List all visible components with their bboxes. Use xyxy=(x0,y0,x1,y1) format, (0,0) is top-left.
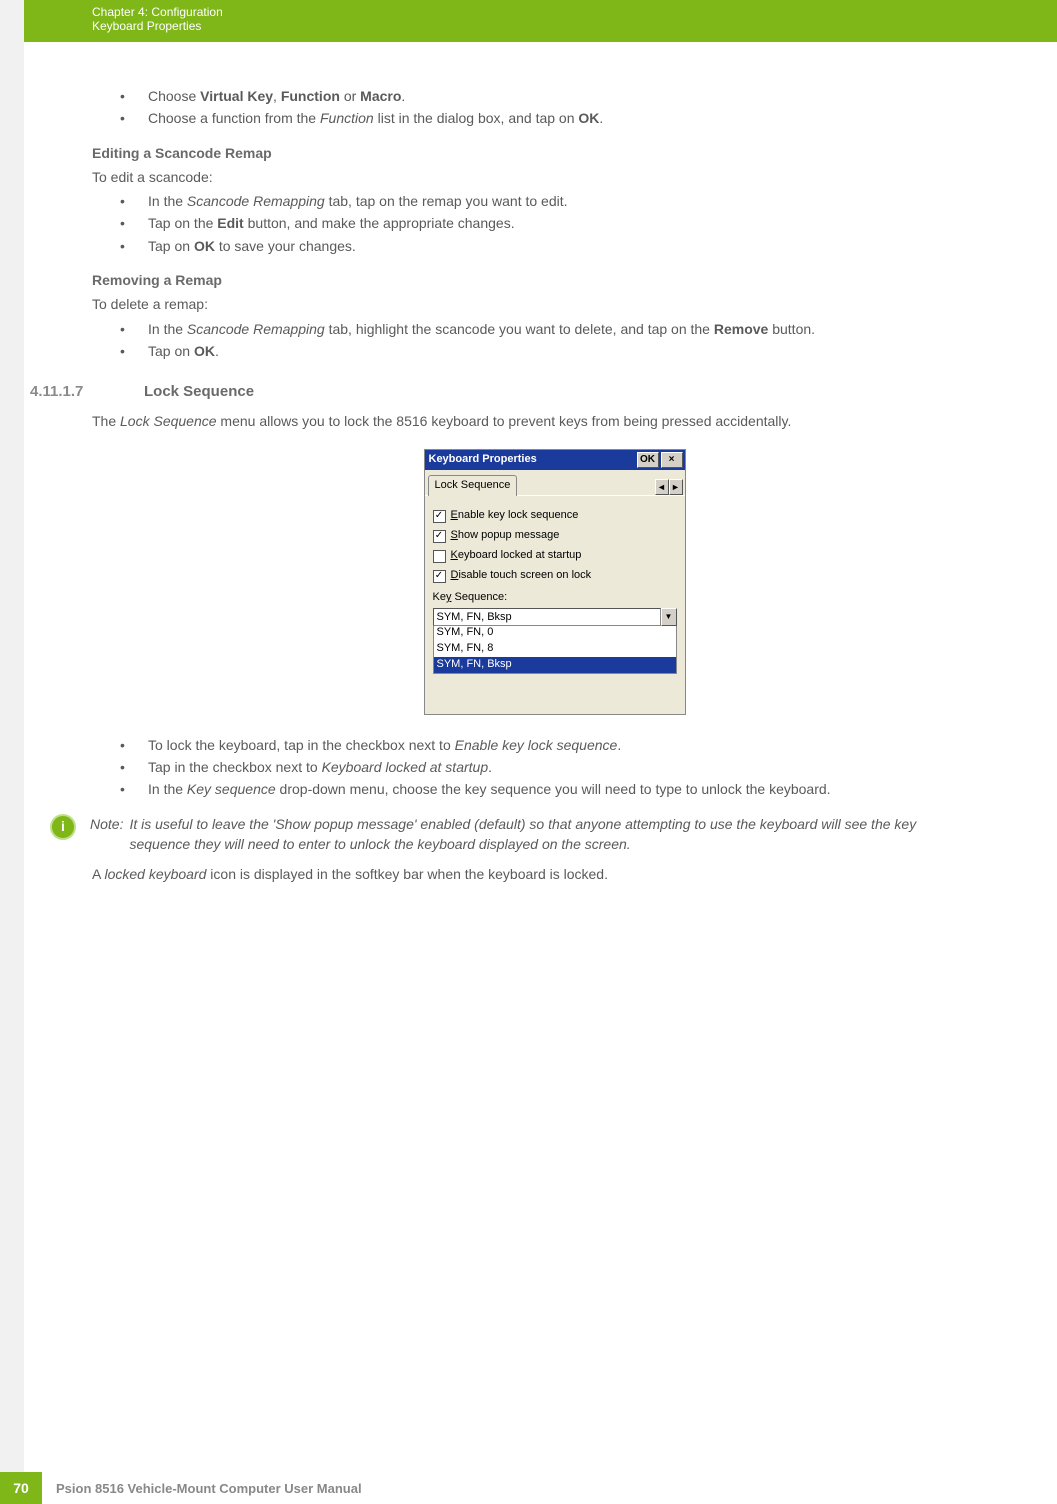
list-item: Tap on OK. xyxy=(120,341,1017,361)
note-block: i Note: It is useful to leave the 'Show … xyxy=(50,814,950,855)
editing-heading: Editing a Scancode Remap xyxy=(92,143,1017,163)
key-sequence-combo[interactable]: SYM, FN, Bksp ▼ xyxy=(433,608,677,626)
checkbox[interactable] xyxy=(433,550,446,563)
footer-title: Psion 8516 Vehicle-Mount Computer User M… xyxy=(56,1481,362,1496)
combo-value: SYM, FN, Bksp xyxy=(433,608,661,626)
lock-sequence-para: The Lock Sequence menu allows you to loc… xyxy=(92,411,932,431)
checkbox[interactable]: ✓ xyxy=(433,530,446,543)
lock-sequence-heading: 4.11.1.7 Lock Sequence xyxy=(24,381,1017,403)
top-bullet-list: Choose Virtual Key, Function or Macro. C… xyxy=(92,86,1017,129)
ok-button[interactable]: OK xyxy=(637,452,659,468)
editing-intro: To edit a scancode: xyxy=(92,167,1017,187)
close-button[interactable]: × xyxy=(661,452,683,468)
tab-scroll: ◄ ► xyxy=(655,479,683,495)
combo-listbox: SYM, FN, 0 SYM, FN, 8 SYM, FN, Bksp xyxy=(433,625,677,674)
chevron-down-icon[interactable]: ▼ xyxy=(661,608,677,626)
checkbox-label: Show popup message xyxy=(451,528,560,544)
info-icon: i xyxy=(50,814,76,840)
checkbox-label: Disable touch screen on lock xyxy=(451,568,592,584)
editing-bullet-list: In the Scancode Remapping tab, tap on th… xyxy=(92,191,1017,256)
tab-scroll-left-icon[interactable]: ◄ xyxy=(655,479,669,495)
list-item: Tap on the Edit button, and make the app… xyxy=(120,213,1017,233)
checkbox[interactable]: ✓ xyxy=(433,570,446,583)
list-item: Choose a function from the Function list… xyxy=(120,108,1017,128)
dialog-titlebar: Keyboard Properties OK × xyxy=(425,450,685,470)
tab-row: Lock Sequence ◄ ► xyxy=(425,470,685,496)
combo-option-selected[interactable]: SYM, FN, Bksp xyxy=(434,657,676,673)
combo-option[interactable]: SYM, FN, 8 xyxy=(434,641,676,657)
list-item: To lock the keyboard, tap in the checkbo… xyxy=(120,735,1017,755)
dialog-screenshot: Keyboard Properties OK × Lock Sequence ◄… xyxy=(92,449,1017,714)
combo-option[interactable]: SYM, FN, 0 xyxy=(434,625,676,641)
list-item: Tap in the checkbox next to Keyboard loc… xyxy=(120,757,1017,777)
list-item: Tap on OK to save your changes. xyxy=(120,236,1017,256)
page-footer: 70 Psion 8516 Vehicle-Mount Computer Use… xyxy=(0,1472,1057,1504)
page-number: 70 xyxy=(0,1472,42,1504)
list-item: Choose Virtual Key, Function or Macro. xyxy=(120,86,1017,106)
keyboard-properties-dialog: Keyboard Properties OK × Lock Sequence ◄… xyxy=(424,449,686,714)
checkbox-row-enable: ✓ Enable key lock sequence xyxy=(433,508,677,524)
checkbox-label: Keyboard locked at startup xyxy=(451,548,582,564)
locked-keyboard-line: A locked keyboard icon is displayed in t… xyxy=(92,864,932,884)
removing-bullet-list: In the Scancode Remapping tab, highlight… xyxy=(92,319,1017,362)
key-sequence-label: Key Sequence: xyxy=(433,590,677,606)
dialog-panel: ✓ Enable key lock sequence ✓ Show popup … xyxy=(425,496,685,714)
checkbox-row-locked-startup: Keyboard locked at startup xyxy=(433,548,677,564)
header-chapter: Chapter 4: Configuration xyxy=(92,5,1057,19)
page-content: Choose Virtual Key, Function or Macro. C… xyxy=(24,42,1057,885)
removing-intro: To delete a remap: xyxy=(92,294,1017,314)
list-item: In the Scancode Remapping tab, tap on th… xyxy=(120,191,1017,211)
header-section: Keyboard Properties xyxy=(92,19,1057,33)
tab-scroll-right-icon[interactable]: ► xyxy=(669,479,683,495)
note-label: Note: xyxy=(90,814,123,855)
section-title: Lock Sequence xyxy=(144,381,254,403)
checkbox[interactable]: ✓ xyxy=(433,510,446,523)
section-number: 4.11.1.7 xyxy=(24,381,144,403)
list-item: In the Key sequence drop-down menu, choo… xyxy=(120,779,1017,799)
after-dialog-bullet-list: To lock the keyboard, tap in the checkbo… xyxy=(92,735,1017,800)
left-margin-stripe xyxy=(0,0,24,1504)
removing-heading: Removing a Remap xyxy=(92,270,1017,290)
checkbox-label: Enable key lock sequence xyxy=(451,508,579,524)
checkbox-row-show-popup: ✓ Show popup message xyxy=(433,528,677,544)
dialog-title: Keyboard Properties xyxy=(429,452,635,468)
tab-lock-sequence[interactable]: Lock Sequence xyxy=(428,475,518,496)
page-header: Chapter 4: Configuration Keyboard Proper… xyxy=(24,0,1057,42)
note-text: It is useful to leave the 'Show popup me… xyxy=(129,814,950,855)
checkbox-row-disable-touch: ✓ Disable touch screen on lock xyxy=(433,568,677,584)
list-item: In the Scancode Remapping tab, highlight… xyxy=(120,319,1017,339)
